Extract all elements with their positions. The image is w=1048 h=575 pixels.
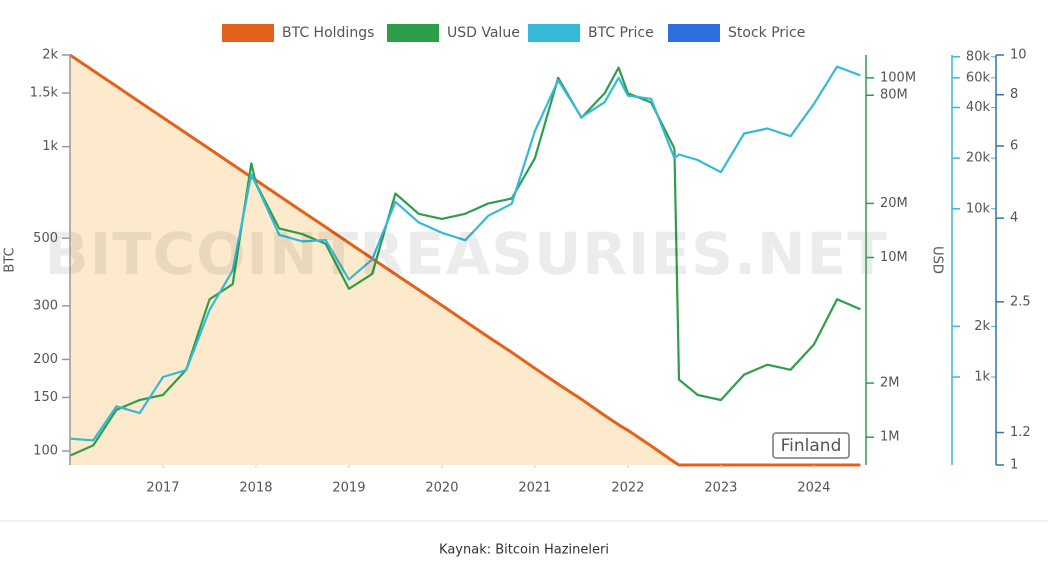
y-tick-label: 100 (33, 444, 58, 459)
y3-tick-label: 80k (966, 49, 991, 64)
y4-tick-label: 2.5 (1010, 294, 1031, 309)
legend-label: BTC Price (588, 25, 654, 41)
y3-tick-label: 1k (974, 370, 990, 385)
y-tick-label: 300 (33, 298, 58, 313)
x-tick-label: 2023 (704, 481, 737, 496)
y4-tick-label: 4 (1010, 211, 1018, 226)
y-tick-label: 500 (33, 231, 58, 246)
y2-tick-label: 100M (880, 70, 916, 85)
y2-axis-title: USD (930, 246, 945, 274)
legend: BTC Holdings USD Value BTC Price Stock Pric… (222, 24, 805, 42)
watermark: BITCOINTREASURIES.NET (44, 220, 887, 288)
label-text: Finland (781, 436, 842, 456)
legend-label: BTC Holdings (282, 25, 374, 41)
legend-swatch (222, 24, 274, 42)
y2-tick-label: 2M (880, 376, 900, 391)
legend-label: USD Value (447, 25, 520, 41)
y-tick-label: 1k (42, 139, 58, 154)
y4-tick-label: 6 (1010, 138, 1018, 153)
legend-swatch (528, 24, 580, 42)
x-tick-label: 2024 (797, 481, 830, 496)
x-tick-label: 2019 (332, 481, 365, 496)
y2-tick-label: 20M (880, 196, 908, 211)
y-tick-label: 200 (33, 352, 58, 367)
series-line (69, 65, 861, 442)
label-box (772, 432, 850, 459)
legend-item: BTC Price (528, 24, 654, 42)
y2-tick-label: 80M (880, 88, 908, 103)
x-tick-label: 2017 (146, 481, 179, 496)
y3-tick-label: 40k (966, 100, 991, 115)
y-tick-label: 1.5k (30, 86, 59, 101)
legend-item: USD Value (387, 24, 520, 42)
y-tick-label: 2k (42, 48, 58, 63)
legend-item: Stock Price (668, 24, 805, 42)
y3-tick-label: 20k (966, 151, 991, 166)
y4-tick-label: 1 (1010, 458, 1018, 473)
legend-item: BTC Holdings (222, 24, 374, 42)
legend-swatch (387, 24, 439, 42)
x-tick-label: 2021 (518, 481, 551, 496)
series-area (70, 55, 861, 465)
y2-tick-label: 1M (880, 430, 900, 445)
plot-area (69, 53, 861, 467)
y4-tick-label: 8 (1010, 87, 1018, 102)
y4-tick-label: 10 (1010, 48, 1027, 63)
legend-swatch (668, 24, 720, 42)
x-tick-label: 2022 (611, 481, 644, 496)
x-tick-label: 2018 (239, 481, 272, 496)
series-line (69, 53, 861, 467)
y3-tick-label: 10k (966, 201, 991, 216)
y2-tick-label: 10M (880, 250, 908, 265)
x-tick-label: 2020 (425, 481, 458, 496)
country-label: Finland (772, 432, 850, 459)
legend-label: Stock Price (728, 25, 805, 41)
y3-tick-label: 2k (974, 319, 990, 334)
y4-tick-label: 1.2 (1010, 425, 1031, 440)
y-axis-title: BTC (3, 247, 18, 272)
y3-tick-label: 60k (966, 70, 991, 85)
series-line (69, 66, 861, 457)
caption: Kaynak: Bitcoin Hazineleri (439, 543, 609, 558)
y-tick-label: 150 (33, 390, 58, 405)
